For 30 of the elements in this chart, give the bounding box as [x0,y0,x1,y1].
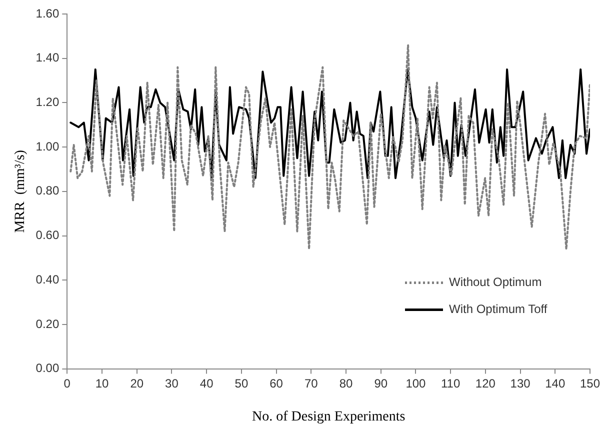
x-tick-label: 10 [95,376,110,390]
x-tick-label: 120 [475,376,496,390]
y-tick-label: 0.20 [36,316,60,331]
x-tick-label: 140 [545,376,566,390]
legend-label: Without Optimum [449,275,542,290]
x-tick-label: 60 [270,376,284,390]
x-tick-label: 150 [580,376,600,390]
x-tick-label: 20 [130,376,144,390]
y-tick-label: 0.00 [36,361,60,376]
x-tick-label: 80 [339,376,353,390]
y-axis-title: MRR (mm³/s) [13,150,28,233]
x-tick-label: 70 [304,376,318,390]
y-tick-label: 1.40 [36,50,60,65]
x-tick-label: 0 [64,376,71,390]
line-series [70,44,590,250]
x-tick-label: 40 [200,376,214,390]
x-axis-title: No. of Design Experiments [252,409,406,424]
x-tick-label: 30 [165,376,179,390]
y-tick-label: 0.40 [36,272,60,286]
legend-label: With Optimum Toff [449,302,548,316]
x-tick-label: 110 [441,376,460,390]
x-tick-label: 90 [374,376,388,390]
y-tick-label: 0.60 [36,228,60,242]
y-tick-label: 1.20 [36,95,60,110]
y-tick-label: 1.60 [36,6,60,20]
y-tick-label: 0.80 [36,184,60,198]
y-tick-label: 1.00 [36,139,60,154]
x-tick-label: 50 [234,376,248,390]
x-tick-label: 130 [510,376,531,390]
x-tick-label: 100 [406,376,426,390]
